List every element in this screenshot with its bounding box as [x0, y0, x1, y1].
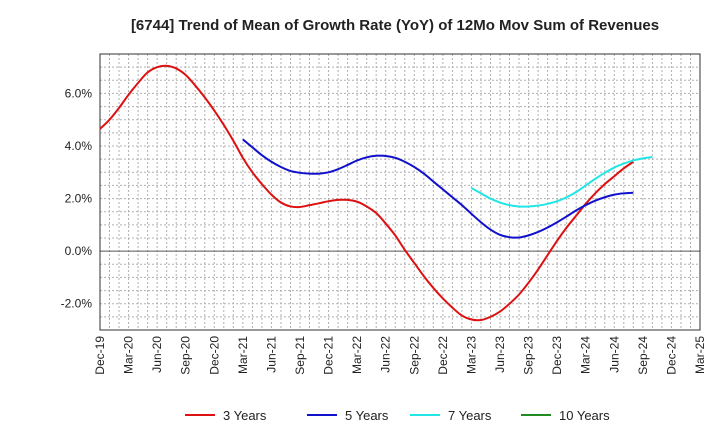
x-tick-label: Mar-22 — [350, 336, 364, 374]
series-line-3-years — [99, 64, 634, 322]
x-tick-label: Mar-23 — [464, 336, 478, 374]
y-axis-ticks: -2.0% 0.0% 2.0% 4.0% 6.0% — [61, 86, 93, 310]
x-tick-label: Mar-24 — [579, 336, 593, 374]
x-tick-label: Dec-22 — [436, 336, 450, 375]
x-tick-label: Sep-21 — [293, 336, 307, 375]
x-tick-label: Jun-23 — [493, 336, 507, 373]
series-layer — [99, 64, 653, 322]
x-tick-label: Jun-24 — [607, 336, 621, 373]
legend-label-5-years: 5 Years — [345, 408, 389, 423]
x-tick-label: Mar-20 — [122, 336, 136, 374]
y-tick-label: 0.0% — [65, 244, 93, 258]
plot-frame — [99, 53, 701, 331]
series-line-7-years — [470, 156, 653, 208]
x-tick-label: Dec-19 — [93, 336, 107, 375]
x-tick-label: Sep-20 — [179, 336, 193, 375]
x-axis-ticks: Dec-19 Mar-20 Jun-20 Sep-20 Dec-20 Mar-21 Jun-… — [93, 336, 707, 375]
x-tick-label: Dec-24 — [664, 336, 678, 375]
x-tick-label: Sep-24 — [636, 336, 650, 375]
legend-label-7-years: 7 Years — [448, 408, 492, 423]
legend-label-10-years: 10 Years — [559, 408, 610, 423]
y-tick-label: 6.0% — [65, 86, 93, 100]
series-line-5-years — [242, 138, 634, 239]
y-tick-label: -2.0% — [61, 297, 93, 311]
y-tick-label: 2.0% — [65, 192, 93, 206]
x-tick-label: Dec-20 — [207, 336, 221, 375]
legend: 3 Years 5 Years 7 Years 10 Years — [185, 408, 610, 423]
x-tick-label: Jun-20 — [150, 336, 164, 373]
x-tick-label: Mar-25 — [693, 336, 707, 374]
legend-label-3-years: 3 Years — [223, 408, 267, 423]
x-tick-label: Dec-23 — [550, 336, 564, 375]
chart-title: [6744] Trend of Mean of Growth Rate (YoY… — [131, 17, 659, 34]
x-tick-label: Dec-21 — [322, 336, 336, 375]
x-tick-label: Jun-21 — [264, 336, 278, 373]
plot-grid — [100, 54, 700, 330]
x-tick-label: Jun-22 — [379, 336, 393, 373]
x-tick-label: Sep-23 — [522, 336, 536, 375]
x-tick-label: Mar-21 — [236, 336, 250, 374]
x-tick-label: Sep-22 — [407, 336, 421, 375]
y-tick-label: 4.0% — [65, 139, 93, 153]
